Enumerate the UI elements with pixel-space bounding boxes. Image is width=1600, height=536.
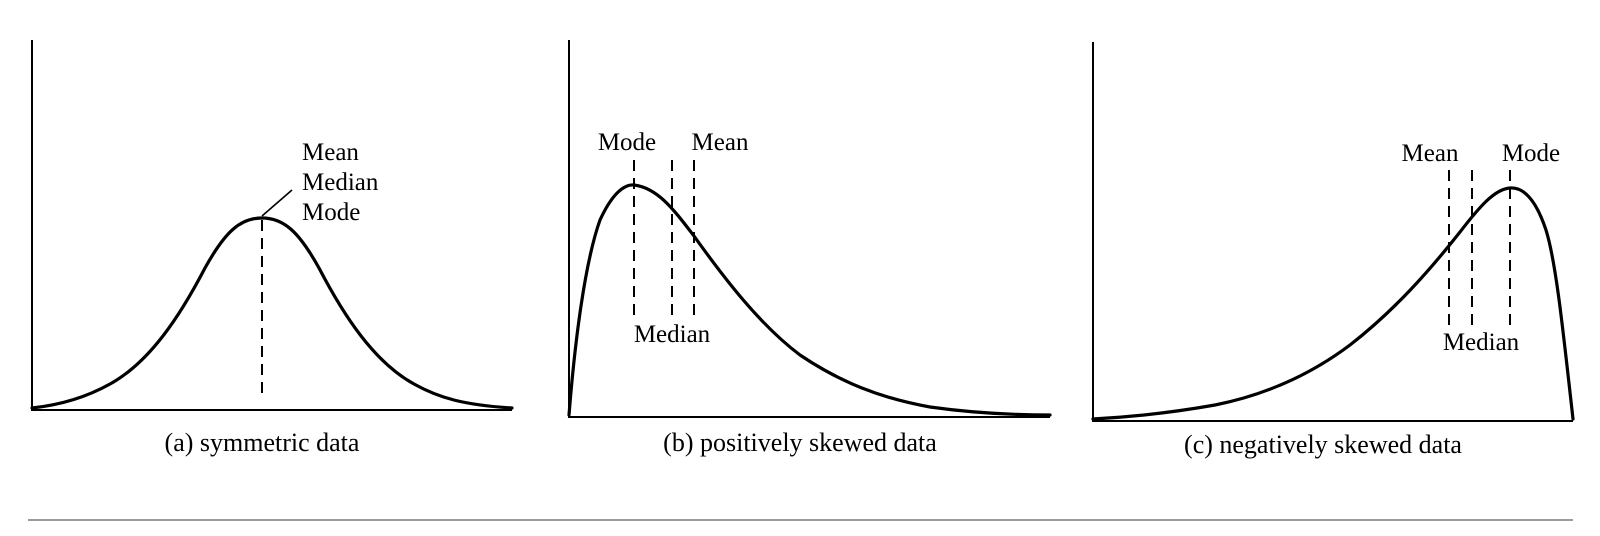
panel-b-caption: (b) positively skewed data bbox=[663, 428, 937, 457]
panel-c-mean-label: Mean bbox=[1402, 140, 1459, 167]
panel-a-curve bbox=[30, 216, 514, 410]
panel-c-median-label: Median bbox=[1443, 329, 1520, 356]
panel-b-axes bbox=[568, 40, 1050, 418]
panel-c-caption: (c) negatively skewed data bbox=[1184, 430, 1462, 459]
panel-a-mode-label: Mode bbox=[302, 199, 360, 226]
panel-c-curve bbox=[1091, 186, 1575, 421]
panel-a-axes bbox=[31, 40, 512, 411]
panel-negatively-skewed: Mean Mode Median (c) negatively skewed d… bbox=[1091, 42, 1575, 459]
panel-a-mean-label: Mean bbox=[302, 139, 359, 166]
panel-b-median-label: Median bbox=[634, 321, 711, 348]
panel-positively-skewed: Mode Mean Median (b) positively skewed d… bbox=[567, 40, 1052, 457]
panel-a-median-label: Median bbox=[302, 169, 379, 196]
panel-b-curve bbox=[567, 183, 1052, 417]
panel-c-axes bbox=[1092, 42, 1573, 422]
panel-b-mode-label: Mode bbox=[598, 129, 656, 156]
panel-a-leader-line bbox=[261, 189, 293, 217]
panel-a-caption: (a) symmetric data bbox=[165, 428, 360, 457]
panel-c-mode-label: Mode bbox=[1502, 140, 1560, 167]
panel-symmetric: Mean Median Mode (a) symmetric data bbox=[30, 40, 514, 457]
panel-b-mean-label: Mean bbox=[692, 129, 749, 156]
